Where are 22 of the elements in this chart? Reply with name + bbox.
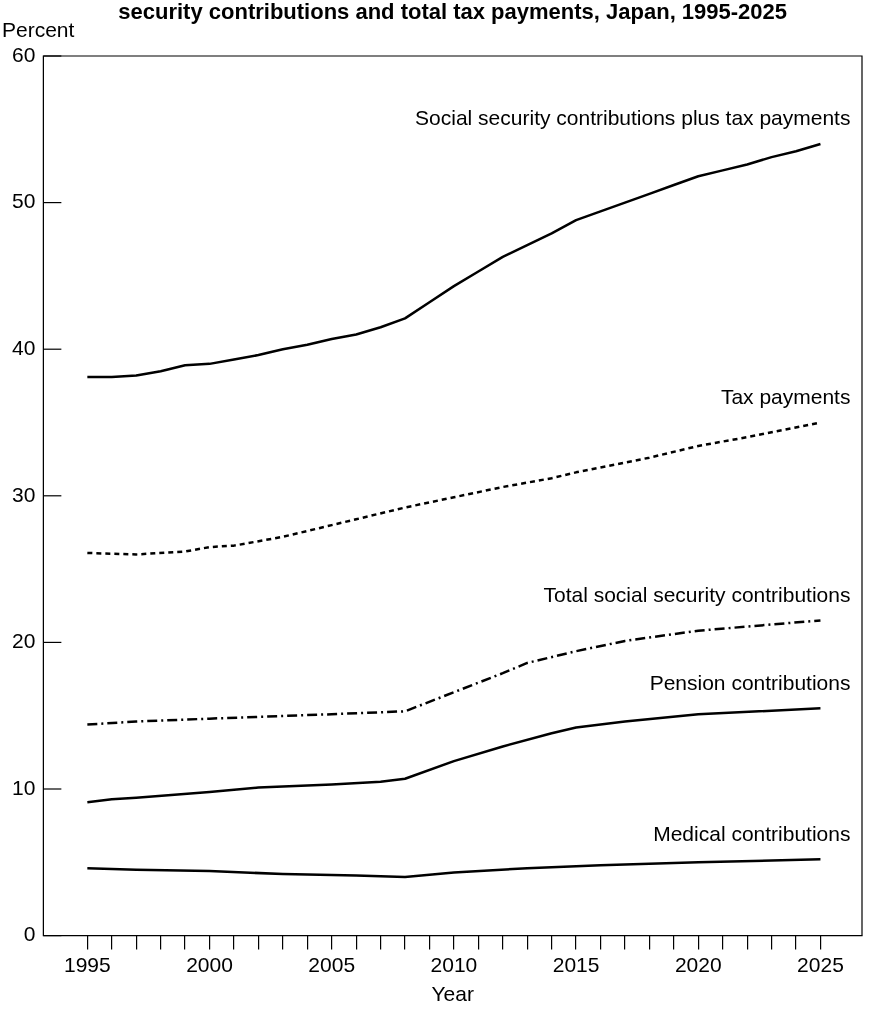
y-tick-label: 30 [12,482,36,506]
x-tick-label: 2005 [308,953,356,976]
y-tick-label: 0 [23,922,36,946]
series-label: Tax payments [720,384,851,408]
x-tick-label: 2025 [797,953,844,976]
y-tick-label: 40 [12,336,36,359]
y-tick-label: 10 [12,775,36,799]
x-tick-label: 2020 [674,953,722,976]
x-tick-label: 2000 [186,953,233,976]
chart-title: security contributions and total tax payments, Japan, 1995-2025 [118,0,788,25]
y-tick-label: 60 [12,42,36,66]
x-tick-label: 2015 [552,953,600,976]
series-label: Medical contributions [653,821,851,845]
series-label: Total social security contributions [543,582,851,606]
y-tick-label: 50 [12,189,36,213]
series-label: Pension contributions [649,670,851,694]
series-label: Social security contributions plus tax payments [415,106,851,130]
y-tick-label: 20 [12,629,36,653]
x-tick-label: 1995 [63,953,111,976]
x-axis-title: Year [431,982,474,1006]
x-tick-label: 2010 [430,953,478,976]
y-axis-title: Percent [2,18,75,42]
